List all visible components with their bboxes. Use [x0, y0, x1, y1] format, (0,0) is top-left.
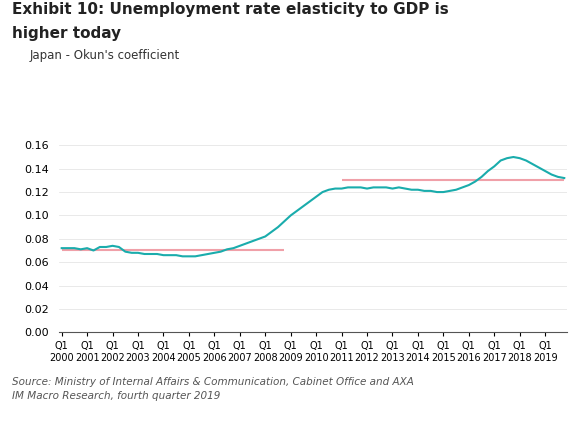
Text: Japan - Okun's coefficient: Japan - Okun's coefficient	[29, 49, 180, 62]
Text: Exhibit 10: Unemployment rate elasticity to GDP is: Exhibit 10: Unemployment rate elasticity…	[12, 2, 449, 17]
Text: Source: Ministry of Internal Affairs & Communication, Cabinet Office and AXA
IM : Source: Ministry of Internal Affairs & C…	[12, 377, 414, 401]
Text: higher today: higher today	[12, 26, 121, 40]
